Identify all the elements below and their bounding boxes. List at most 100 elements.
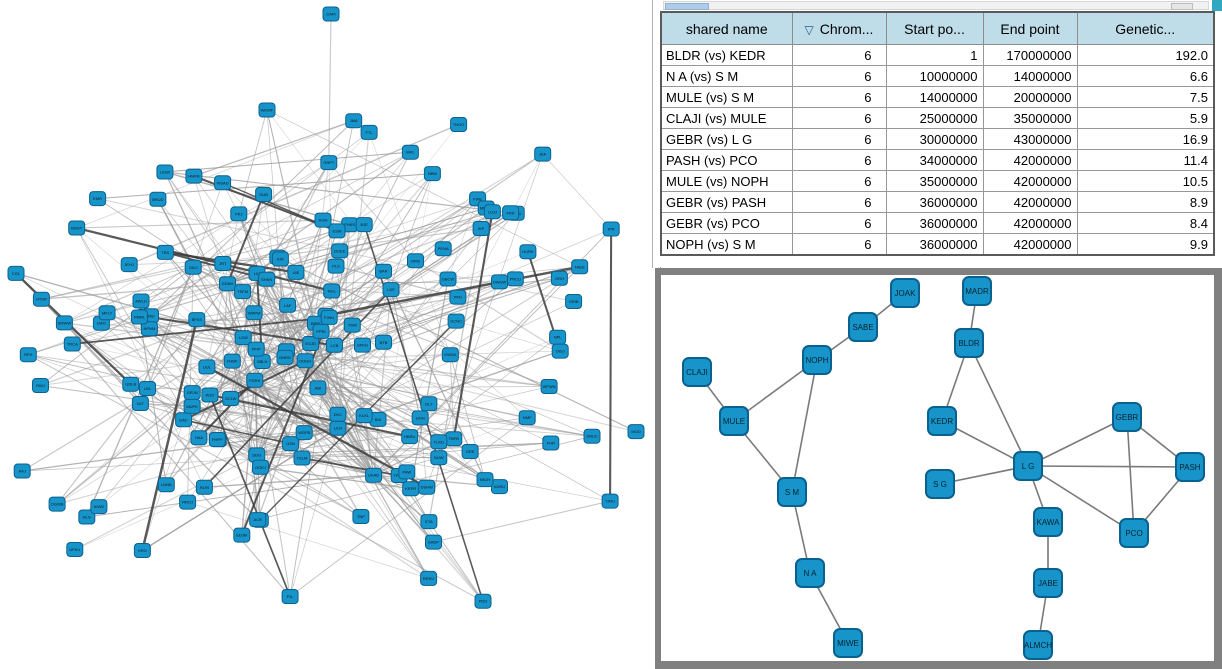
network-node[interactable] bbox=[352, 509, 370, 524]
network-node[interactable] bbox=[420, 514, 438, 530]
network-node[interactable] bbox=[551, 343, 569, 359]
network-node-bldr[interactable]: BLDR bbox=[954, 328, 984, 358]
network-node[interactable] bbox=[234, 330, 252, 346]
network-node[interactable] bbox=[423, 166, 441, 182]
table-cell[interactable]: 6 bbox=[791, 65, 887, 87]
network-node[interactable] bbox=[449, 289, 467, 305]
network-node[interactable] bbox=[183, 398, 201, 414]
network-node[interactable] bbox=[247, 341, 265, 357]
network-node[interactable] bbox=[401, 429, 419, 445]
network-node[interactable] bbox=[518, 410, 536, 426]
network-node[interactable] bbox=[601, 493, 619, 509]
network-node[interactable] bbox=[295, 425, 313, 441]
network-node[interactable] bbox=[483, 204, 501, 220]
table-cell[interactable]: 42000000 bbox=[982, 170, 1078, 192]
network-node[interactable] bbox=[184, 259, 202, 275]
network-node[interactable] bbox=[157, 477, 175, 493]
network-node-jabe[interactable]: JABE bbox=[1033, 568, 1063, 598]
table-cell[interactable]: 6.6 bbox=[1076, 65, 1215, 87]
table-cell[interactable]: 10000000 bbox=[885, 65, 984, 87]
network-node[interactable] bbox=[89, 191, 107, 207]
network-node[interactable] bbox=[179, 494, 197, 510]
table-cell[interactable]: 34000000 bbox=[885, 149, 984, 171]
network-node[interactable] bbox=[156, 244, 174, 260]
network-node[interactable] bbox=[282, 436, 300, 452]
network-edge[interactable] bbox=[968, 342, 1029, 467]
table-row[interactable]: MULE (vs) NOPH 6 35000000 42000000 10.5 bbox=[660, 170, 1215, 192]
table-cell[interactable]: 36000000 bbox=[885, 191, 984, 213]
network-node[interactable] bbox=[450, 117, 468, 132]
network-node[interactable] bbox=[309, 380, 327, 396]
main-network-view[interactable]: OKIJFDRKLGWDDGULNUSADBRHOOGHGDNHSNUCSMWW… bbox=[0, 0, 652, 669]
network-node[interactable] bbox=[420, 570, 438, 586]
network-node-kawa[interactable]: KAWA bbox=[1033, 507, 1063, 537]
network-node[interactable] bbox=[66, 542, 84, 557]
network-node[interactable] bbox=[208, 432, 226, 447]
table-cell[interactable]: 6 bbox=[791, 191, 887, 213]
network-node[interactable] bbox=[296, 353, 314, 369]
table-cell[interactable]: 6 bbox=[791, 212, 887, 234]
network-node-pco[interactable]: PCO bbox=[1119, 518, 1149, 548]
network-node[interactable] bbox=[32, 378, 49, 393]
network-node-s-m[interactable]: S M bbox=[777, 477, 807, 507]
network-node[interactable] bbox=[534, 146, 552, 162]
network-node[interactable] bbox=[245, 305, 263, 321]
network-node[interactable] bbox=[32, 291, 50, 307]
network-node-miwe[interactable]: MIWE bbox=[833, 628, 863, 658]
table-cell[interactable]: 14000000 bbox=[982, 65, 1078, 87]
network-node[interactable] bbox=[149, 191, 167, 207]
network-node[interactable] bbox=[320, 155, 338, 171]
network-node[interactable] bbox=[345, 113, 363, 129]
network-node[interactable] bbox=[540, 379, 558, 394]
network-node[interactable] bbox=[139, 381, 156, 396]
table-cell[interactable]: 36000000 bbox=[885, 233, 984, 256]
table-cell[interactable]: GEBR (vs) PASH bbox=[660, 191, 793, 213]
network-node[interactable] bbox=[323, 283, 341, 299]
network-node[interactable] bbox=[223, 353, 241, 369]
network-node[interactable] bbox=[133, 543, 151, 558]
network-node[interactable] bbox=[627, 424, 645, 440]
network-node[interactable] bbox=[407, 253, 424, 269]
network-edge[interactable] bbox=[1027, 465, 1135, 534]
table-cell[interactable]: 5.9 bbox=[1076, 107, 1215, 129]
table-cell[interactable]: 1 bbox=[885, 44, 984, 66]
network-node-joak[interactable]: JOAK bbox=[890, 278, 920, 308]
table-row[interactable]: MULE (vs) S M 6 14000000 20000000 7.5 bbox=[660, 86, 1215, 108]
network-node-claji[interactable]: CLAJI bbox=[682, 357, 712, 387]
network-node[interactable] bbox=[255, 187, 273, 202]
network-node[interactable] bbox=[328, 223, 346, 239]
table-cell[interactable]: 42000000 bbox=[982, 191, 1078, 213]
network-node[interactable] bbox=[331, 243, 349, 259]
network-node[interactable] bbox=[314, 212, 332, 228]
network-node[interactable] bbox=[63, 336, 81, 352]
table-cell[interactable]: 14000000 bbox=[885, 86, 984, 108]
network-node[interactable] bbox=[222, 391, 240, 406]
network-node-almch[interactable]: ALMCH bbox=[1023, 630, 1053, 660]
network-node[interactable] bbox=[343, 317, 361, 333]
network-node-pash[interactable]: PASH bbox=[1175, 452, 1205, 482]
network-node[interactable] bbox=[258, 271, 276, 287]
network-node[interactable] bbox=[219, 276, 236, 292]
network-node[interactable] bbox=[246, 372, 264, 388]
network-node-madr[interactable]: MADR bbox=[962, 276, 992, 306]
table-cell[interactable]: 16.9 bbox=[1076, 128, 1215, 150]
network-node[interactable] bbox=[7, 265, 25, 281]
network-node[interactable] bbox=[329, 406, 347, 422]
table-cell[interactable]: GEBR (vs) PCO bbox=[660, 212, 793, 234]
network-node[interactable] bbox=[365, 467, 383, 483]
network-node[interactable] bbox=[375, 263, 392, 279]
network-node[interactable] bbox=[430, 434, 448, 450]
network-node[interactable] bbox=[447, 313, 465, 329]
network-node[interactable] bbox=[48, 496, 66, 512]
table-cell[interactable]: MULE (vs) S M bbox=[660, 86, 793, 108]
network-node[interactable] bbox=[583, 428, 601, 444]
network-node-kedr[interactable]: KEDR bbox=[927, 406, 957, 436]
table-cell[interactable]: 42000000 bbox=[982, 212, 1078, 234]
network-node[interactable] bbox=[185, 168, 203, 184]
table-cell[interactable]: 6 bbox=[791, 233, 887, 256]
network-node[interactable] bbox=[565, 294, 583, 309]
table-row[interactable]: PASH (vs) PCO 6 34000000 42000000 11.4 bbox=[660, 149, 1215, 171]
network-edge[interactable] bbox=[791, 359, 818, 493]
network-node[interactable] bbox=[441, 347, 459, 363]
column-header-shared-name[interactable]: shared name bbox=[660, 11, 793, 45]
